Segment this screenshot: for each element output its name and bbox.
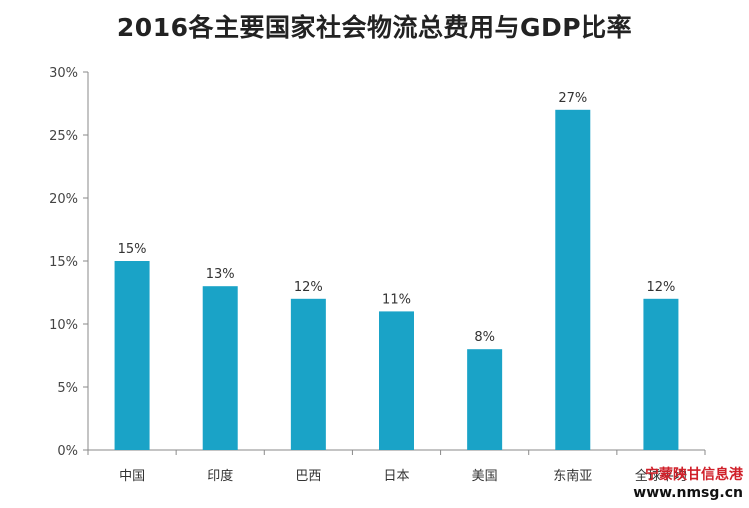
watermark-name: 宁蒙陕甘信息港 [645, 467, 743, 483]
category-label: 巴西 [295, 469, 321, 484]
y-tick-label: 25% [49, 129, 78, 144]
category-label: 东南亚 [553, 468, 592, 484]
y-tick-label: 30% [49, 66, 78, 81]
data-label: 8% [474, 330, 495, 345]
y-tick-label: 20% [49, 192, 78, 207]
watermark: 宁蒙陕甘信息港 www.nmsg.cn [633, 466, 743, 502]
bar [555, 109, 591, 451]
category-label: 中国 [119, 469, 145, 484]
x-axis [87, 449, 706, 455]
data-label: 15% [118, 242, 147, 257]
data-labels: 15% 13% 12% 11% 8% 27% 12% [118, 91, 676, 345]
y-tick-label: 5% [57, 381, 78, 396]
y-axis: 0% 5% 10% 15% 20% 25% 30% [49, 66, 89, 459]
y-tick-label: 0% [57, 444, 78, 459]
bar [202, 286, 238, 450]
data-label: 12% [294, 280, 323, 295]
data-label: 12% [646, 280, 675, 295]
bar [643, 298, 679, 450]
data-label: 11% [382, 292, 411, 307]
bar [290, 298, 326, 450]
data-label: 13% [206, 267, 235, 282]
category-labels: 中国 印度 巴西 日本 美国 东南亚 全球平均 [119, 468, 687, 484]
bar [379, 311, 414, 450]
category-label: 美国 [472, 469, 498, 484]
y-tick-label: 10% [49, 318, 78, 333]
category-label: 日本 [383, 469, 409, 484]
watermark-url: www.nmsg.cn [633, 485, 743, 501]
y-tick-label: 15% [49, 255, 78, 270]
category-label: 印度 [207, 468, 233, 484]
bar [114, 261, 150, 450]
category-label: 全球平均 [635, 468, 687, 484]
bars [114, 109, 679, 451]
chart-title: 2016各主要国家社会物流总费用与GDP比率 [116, 13, 633, 42]
bar [467, 349, 503, 450]
data-label: 27% [558, 91, 587, 106]
